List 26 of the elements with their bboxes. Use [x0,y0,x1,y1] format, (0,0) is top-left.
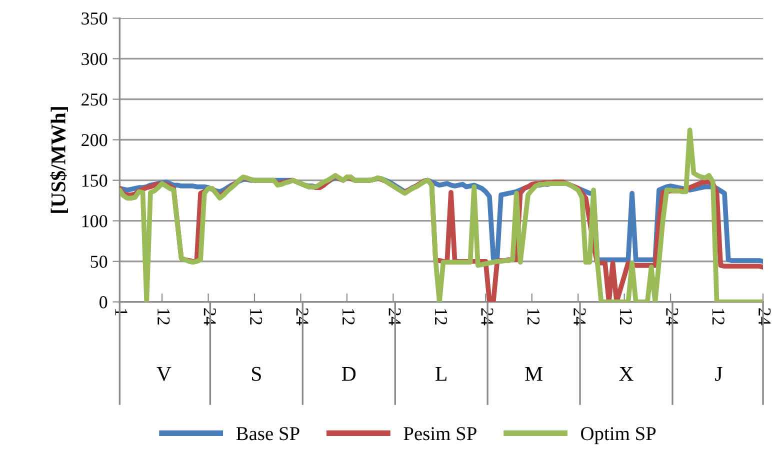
y-tick-label: 250 [82,93,108,106]
text: X [619,367,634,381]
legend-label: Pesim SP [404,427,476,440]
text: J [715,367,722,381]
text: D [342,367,356,381]
y-tick-label: 100 [82,215,108,228]
y-tick-label: 50 [90,256,108,268]
y-tick-label: 200 [82,134,108,146]
x-tick-label: 12 [712,309,724,325]
x-tick-label: 12 [342,309,355,325]
x-tick-label: 12 [528,309,540,325]
x-tick-label: 12 [158,309,170,325]
text: S [252,366,261,381]
x-tick-label: 12 [435,309,448,325]
y-tick-label: 0 [100,296,108,308]
text: M [525,367,542,381]
text: V [156,367,172,382]
legend-label: Optim SP [581,427,656,444]
y-axis-title: [US$/MWh] [50,107,68,213]
x-tick-label: 12 [250,309,262,325]
x-tick-label: 12 [620,309,632,325]
y-tick-label: 350 [82,12,108,25]
legend-label: Base SP [236,427,300,440]
y-tick-label: 150 [82,174,108,187]
y-tick-label: 300 [82,52,108,66]
text: L [436,367,446,381]
